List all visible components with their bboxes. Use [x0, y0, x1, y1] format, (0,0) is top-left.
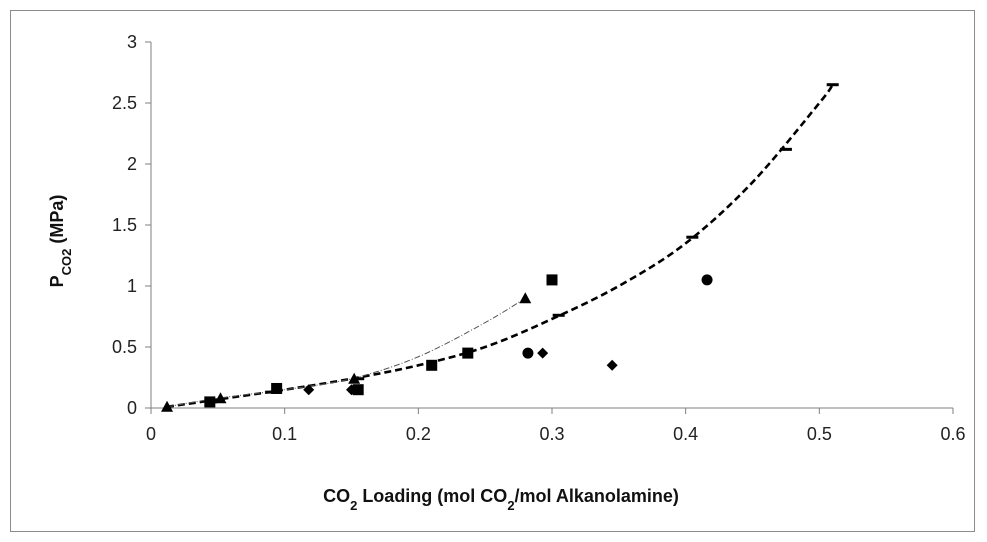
trend-line-2	[166, 297, 526, 408]
x-tick-label: 0.2	[406, 424, 431, 444]
triangle-marker	[519, 292, 532, 304]
x-tick-label: 0.1	[272, 424, 297, 444]
square-marker	[546, 274, 558, 286]
y-tick-label: 3	[127, 32, 137, 52]
triangle-marker	[161, 400, 174, 412]
diamond-marker	[537, 347, 549, 359]
dash-marker	[779, 147, 792, 151]
square-marker	[271, 382, 283, 394]
square-marker	[462, 347, 474, 359]
y-axis-title: PCO2 (MPa)	[47, 195, 74, 288]
dash-marker	[352, 377, 365, 381]
x-tick-label: 0	[146, 424, 156, 444]
dash-marker	[205, 400, 218, 404]
y-tick-label: 0.5	[112, 337, 137, 357]
circle-marker	[701, 274, 713, 286]
axes-layer: 0 0.5 1 1.5 2 2.5 3 0 0.1 0.2 0.3 0.4 0.5 0.6	[112, 32, 966, 444]
triangle-marker	[214, 392, 227, 404]
y-tick-label: 1	[127, 276, 137, 296]
y-tick-label: 0	[127, 398, 137, 418]
dash-marker	[265, 390, 278, 394]
diamond-marker	[606, 359, 618, 371]
y-tick-label: 2.5	[112, 93, 137, 113]
square-marker	[352, 384, 364, 396]
circle-marker	[522, 347, 534, 359]
dash-marker	[686, 235, 699, 239]
x-axis-title: CO2 Loading (mol CO2/mol Alkanolamine)	[323, 486, 679, 513]
dash-marker	[552, 313, 565, 317]
y-tick-label: 1.5	[112, 215, 137, 235]
chart-svg: 0 0.5 1 1.5 2 2.5 3 0 0.1 0.2 0.3 0.4 0.5 0.6 CO2 Loa…	[47, 32, 966, 513]
x-tick-label: 0.5	[807, 424, 832, 444]
square-marker	[426, 359, 438, 371]
data-markers-layer	[161, 83, 839, 412]
trend-lines-layer	[166, 83, 834, 409]
trend-line-1	[166, 83, 834, 409]
chart-frame: 0 0.5 1 1.5 2 2.5 3 0 0.1 0.2 0.3 0.4 0.5 0.6 CO2 Loa…	[10, 10, 975, 532]
x-tick-label: 0.3	[539, 424, 564, 444]
y-tick-label: 2	[127, 154, 137, 174]
x-tick-label: 0.6	[940, 424, 965, 444]
dash-marker	[826, 83, 839, 87]
diamond-marker	[303, 384, 315, 396]
diamond-marker	[346, 384, 357, 396]
x-tick-label: 0.4	[673, 424, 698, 444]
